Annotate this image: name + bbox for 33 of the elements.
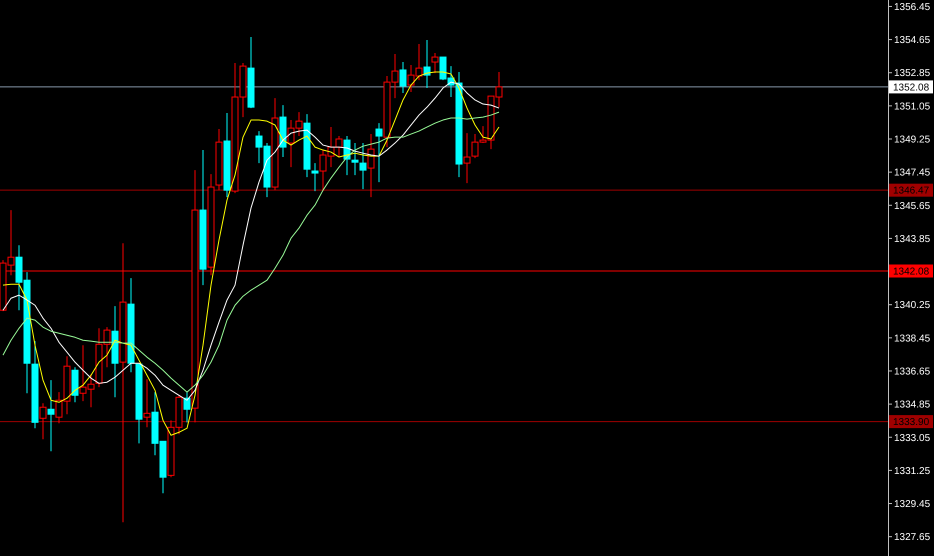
ref-line-label: 1342.08 [893, 266, 930, 278]
candlestick [464, 132, 470, 184]
ref-line-label: 1352.08 [893, 82, 930, 94]
ref-line-label: 1346.47 [893, 186, 930, 197]
candlestick [336, 136, 342, 158]
candlestick [368, 134, 374, 198]
y-tick-label: 1329.45 [894, 499, 931, 510]
y-tick-label: 1331.25 [894, 466, 931, 477]
candlestick [400, 62, 406, 94]
candlestick [360, 142, 366, 190]
y-tick-label: 1352.85 [894, 68, 931, 80]
candlestick [312, 162, 318, 192]
y-tick-label: 1349.25 [894, 134, 931, 146]
y-tick-label: 1343.85 [894, 234, 931, 245]
y-tick-label: 1327.65 [894, 532, 931, 544]
ref-line-label: 1333.90 [893, 417, 930, 428]
y-tick-label: 1336.65 [894, 366, 931, 378]
y-tick-label: 1340.25 [894, 300, 931, 312]
candlestick [352, 142, 358, 176]
y-tick-label: 1338.45 [894, 333, 931, 344]
candlestick [40, 402, 46, 440]
y-tick-label: 1345.65 [894, 200, 931, 212]
y-tick-label: 1334.85 [894, 400, 931, 411]
y-tick-label: 1347.45 [894, 168, 931, 179]
y-tick-label: 1333.05 [894, 432, 931, 444]
candlestick [48, 380, 54, 452]
candlestick [376, 122, 382, 183]
candlestick [144, 378, 150, 428]
y-tick-label: 1351.05 [894, 101, 931, 112]
candlestick [184, 392, 190, 423]
y-tick-label: 1354.65 [894, 35, 931, 46]
y-tick-label: 1356.45 [894, 2, 931, 13]
candlestick [432, 52, 438, 74]
